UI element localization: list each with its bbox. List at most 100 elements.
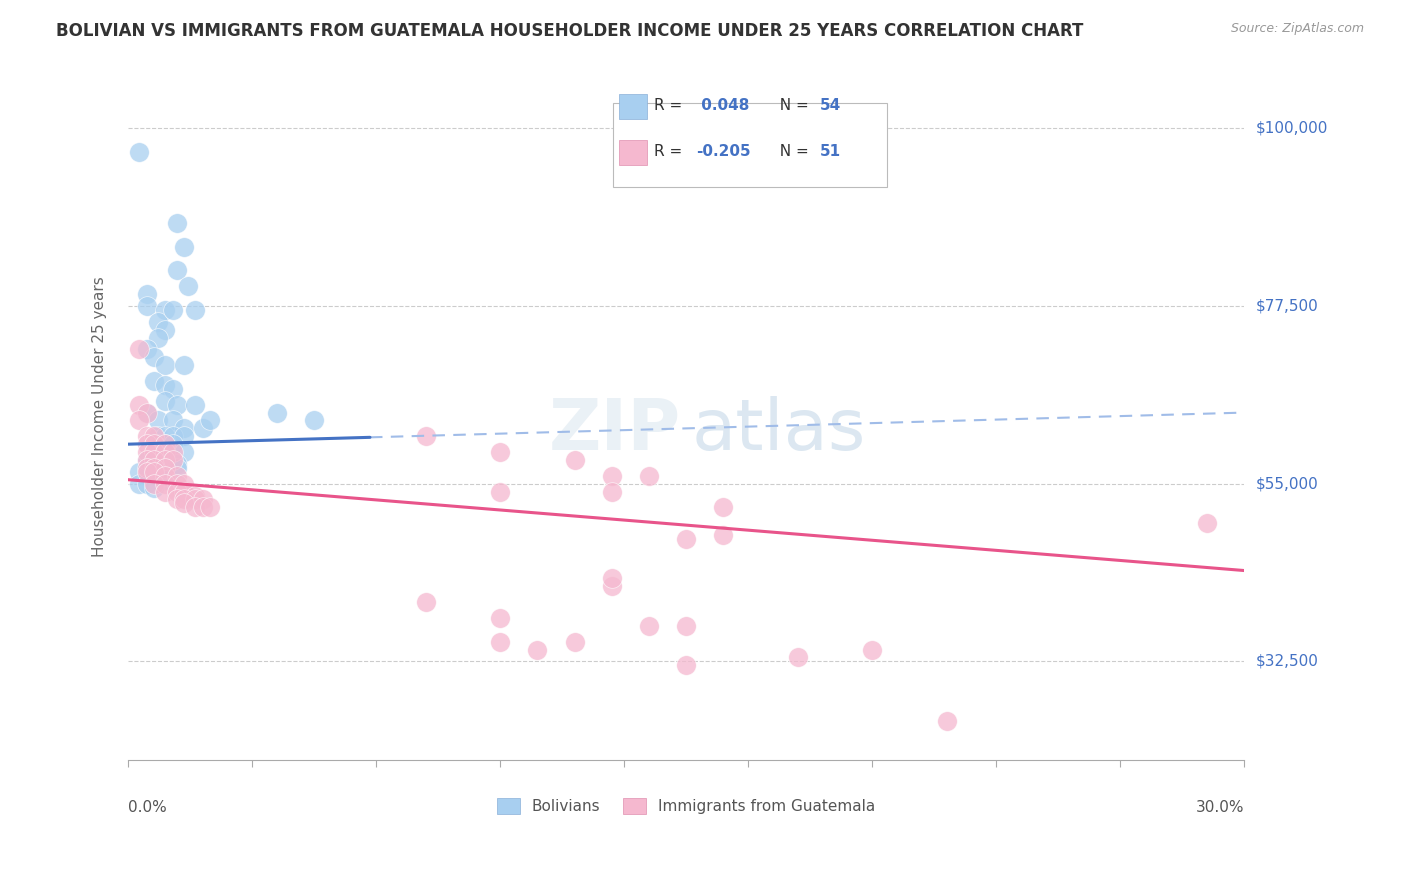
Point: [146, 330, 169, 344]
Point: [638, 619, 661, 633]
Point: [143, 468, 166, 483]
Point: [166, 263, 188, 277]
Text: R =: R =: [654, 98, 688, 112]
Point: [155, 302, 177, 317]
Text: 0.048: 0.048: [696, 98, 749, 112]
Point: [786, 650, 808, 665]
Point: [564, 634, 586, 648]
Point: [155, 378, 177, 392]
Text: ZIP: ZIP: [548, 396, 681, 465]
Y-axis label: Householder Income Under 25 years: Householder Income Under 25 years: [93, 277, 107, 557]
Text: 0.0%: 0.0%: [128, 799, 167, 814]
Point: [143, 476, 166, 491]
Point: [162, 453, 184, 467]
Text: atlas: atlas: [692, 396, 866, 465]
Point: [184, 500, 207, 515]
Point: [564, 453, 586, 467]
Point: [166, 457, 188, 471]
Point: [155, 476, 177, 491]
Point: [489, 634, 512, 648]
Text: R =: R =: [654, 145, 688, 159]
Point: [143, 461, 166, 475]
Point: [184, 302, 207, 317]
Point: [166, 461, 188, 475]
Point: [155, 468, 177, 483]
Point: [143, 351, 166, 365]
Point: [176, 279, 198, 293]
Point: [128, 343, 150, 357]
Point: [146, 437, 169, 451]
Point: [675, 532, 697, 546]
Point: [135, 453, 157, 467]
Point: [173, 358, 195, 372]
Point: [526, 642, 548, 657]
Point: [184, 489, 207, 503]
Point: [198, 500, 221, 515]
Point: [173, 476, 195, 491]
Point: [191, 492, 214, 507]
Point: [415, 429, 437, 443]
Point: [198, 413, 221, 427]
Point: [128, 398, 150, 412]
Point: [162, 437, 184, 451]
Point: [143, 437, 166, 451]
Point: [191, 500, 214, 515]
Point: [128, 476, 150, 491]
Point: [146, 453, 169, 467]
Text: 54: 54: [820, 98, 841, 112]
Point: [128, 145, 150, 159]
Text: 30.0%: 30.0%: [1195, 799, 1244, 814]
Point: [128, 465, 150, 479]
Point: [162, 302, 184, 317]
Point: [155, 461, 177, 475]
Text: $77,500: $77,500: [1256, 299, 1317, 313]
Point: [155, 473, 177, 487]
Point: [489, 611, 512, 625]
Text: $100,000: $100,000: [1256, 120, 1327, 136]
Point: [135, 445, 157, 459]
Text: $55,000: $55,000: [1256, 476, 1317, 491]
Point: [166, 468, 188, 483]
Point: [173, 492, 195, 507]
Point: [135, 287, 157, 301]
Point: [155, 453, 177, 467]
Point: [135, 453, 157, 467]
Point: [166, 484, 188, 499]
Point: [135, 476, 157, 491]
Point: [173, 484, 195, 499]
Point: [143, 429, 166, 443]
Point: [162, 382, 184, 396]
Point: [173, 429, 195, 443]
Point: [143, 374, 166, 388]
Text: N =: N =: [770, 145, 814, 159]
Point: [415, 595, 437, 609]
Point: [162, 445, 184, 459]
Point: [135, 343, 157, 357]
Legend: Bolivians, Immigrants from Guatemala: Bolivians, Immigrants from Guatemala: [496, 798, 876, 814]
Point: [600, 484, 623, 499]
Point: [713, 528, 735, 542]
Point: [675, 658, 697, 673]
Point: [155, 453, 177, 467]
Point: [1195, 516, 1218, 530]
Point: [162, 413, 184, 427]
Point: [173, 445, 195, 459]
Point: [143, 445, 166, 459]
Point: [266, 406, 288, 420]
Point: [173, 421, 195, 435]
Point: [860, 642, 883, 657]
Point: [489, 445, 512, 459]
Point: [135, 461, 157, 475]
Point: [638, 468, 661, 483]
Point: [135, 299, 157, 313]
Point: [173, 496, 195, 510]
Text: -0.205: -0.205: [696, 145, 751, 159]
Point: [135, 437, 157, 451]
Point: [166, 216, 188, 230]
Point: [155, 393, 177, 408]
Point: [935, 714, 957, 728]
Point: [155, 461, 177, 475]
Point: [143, 481, 166, 495]
Point: [143, 465, 166, 479]
Point: [135, 461, 157, 475]
